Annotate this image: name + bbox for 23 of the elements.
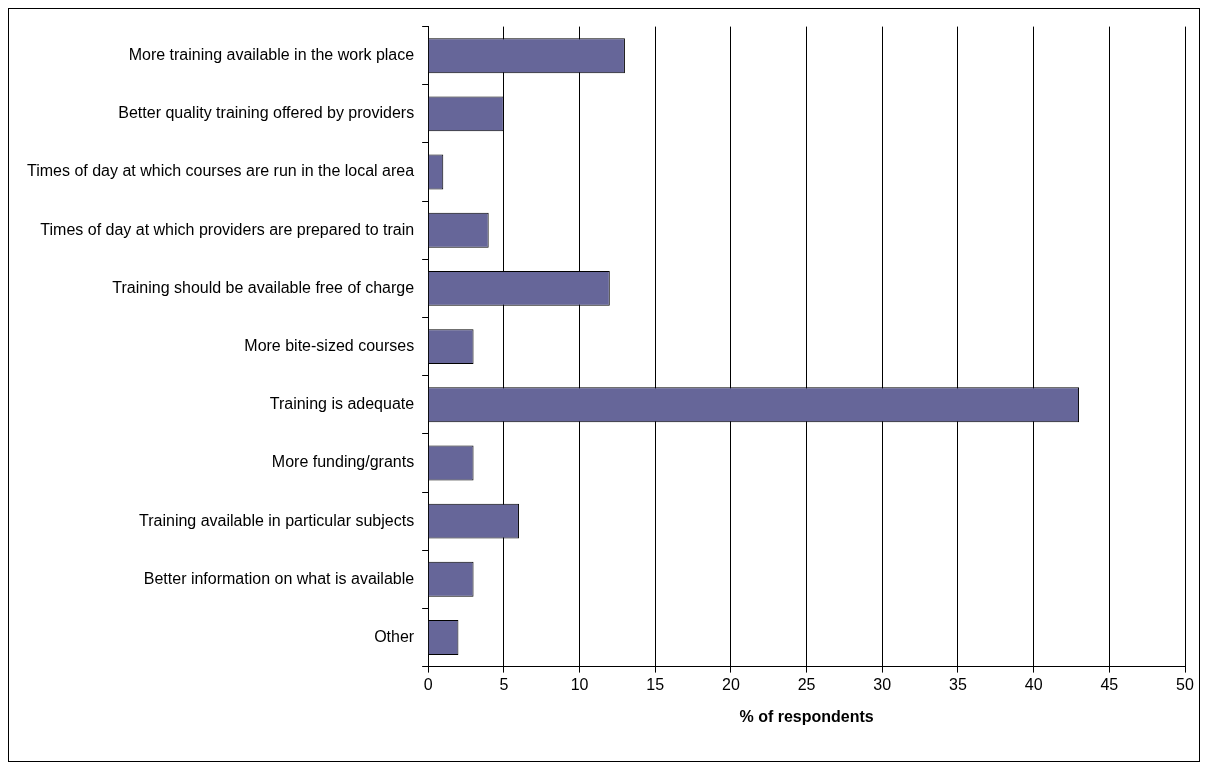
x-tick-label: 10 <box>570 675 589 693</box>
x-tick-label: 30 <box>873 675 892 693</box>
y-tick-label: More training available in the work place <box>128 46 415 64</box>
y-tick-label: Better quality training offered by providers <box>118 104 415 122</box>
x-axis-title: % of respondents <box>739 707 874 725</box>
x-tick-label: 0 <box>423 675 433 693</box>
y-tick-label: Better information on what is available <box>143 569 415 587</box>
x-tick-label: 35 <box>949 675 967 693</box>
x-tick-label: 40 <box>1024 675 1043 693</box>
x-tick-label: 5 <box>499 675 509 693</box>
y-tick-label: Times of day at which providers are prepared to train <box>40 220 415 238</box>
y-tick-label: More bite-sized courses <box>244 337 415 355</box>
x-tick-label: 50 <box>1176 675 1194 693</box>
y-tick-label: More funding/grants <box>271 453 415 471</box>
y-tick-label: Times of day at which courses are run in the local area <box>26 162 415 180</box>
y-tick-label: Training should be available free of charge <box>112 278 415 296</box>
y-tick-label: Training is adequate <box>269 395 415 413</box>
x-tick-label: 25 <box>797 675 816 693</box>
x-tick-label: 45 <box>1100 675 1119 693</box>
y-tick-label: Training available in particular subjects <box>139 511 415 529</box>
x-tick-label: 15 <box>646 675 665 693</box>
x-tick-label: 20 <box>721 675 740 693</box>
y-tick-label: Other <box>374 627 415 645</box>
